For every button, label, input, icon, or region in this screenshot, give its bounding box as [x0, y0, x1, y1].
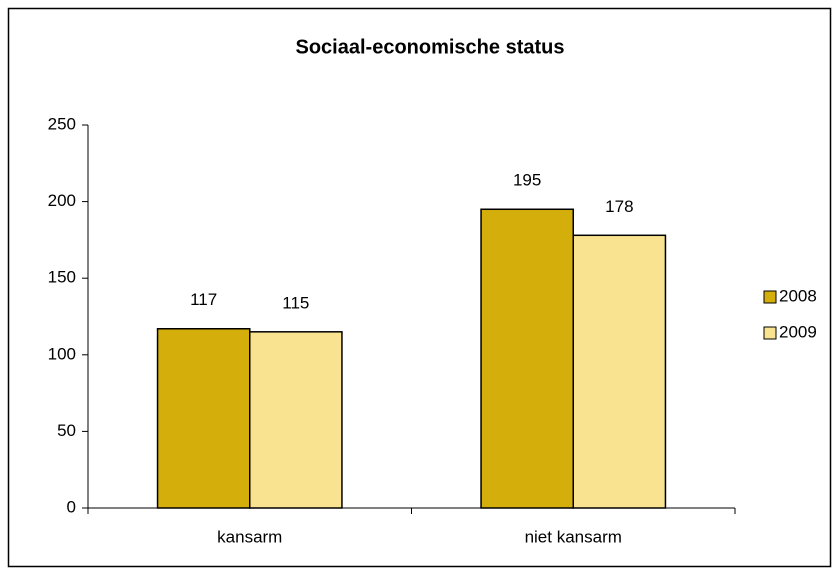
y-tick-label: 150	[48, 268, 76, 287]
chart-border	[7, 7, 832, 568]
legend-swatch	[763, 290, 777, 304]
y-tick-label: 100	[48, 344, 76, 363]
bar	[249, 331, 343, 509]
data-label: 115	[282, 293, 309, 312]
legend-swatch	[763, 326, 777, 340]
bar	[572, 234, 667, 509]
bar	[480, 208, 574, 509]
y-tick-label: 200	[48, 191, 76, 210]
x-tick-label: niet kansarm	[525, 527, 622, 546]
x-tick-label: kansarm	[217, 527, 282, 546]
y-tick-label: 0	[67, 497, 76, 516]
legend-label: 2009	[779, 322, 817, 341]
legend-label: 2008	[779, 286, 817, 305]
y-tick-label: 250	[48, 114, 76, 133]
data-label: 195	[513, 171, 541, 190]
data-label: 117	[190, 290, 217, 309]
data-label: 178	[605, 197, 633, 216]
bar	[156, 328, 251, 509]
chart-title: Sociaal-economische status	[296, 36, 565, 58]
y-tick-label: 50	[57, 421, 76, 440]
